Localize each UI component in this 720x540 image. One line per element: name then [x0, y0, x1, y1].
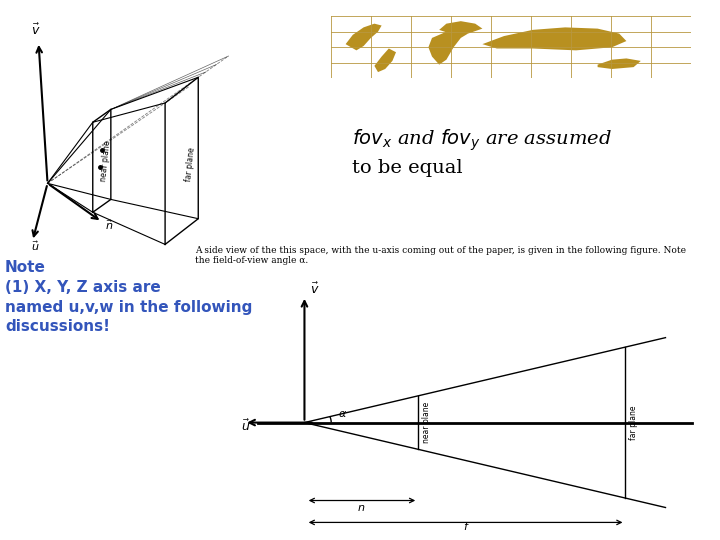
- Text: far plane: far plane: [629, 406, 639, 440]
- Text: to be equal: to be equal: [352, 159, 463, 177]
- Polygon shape: [598, 58, 641, 69]
- Text: $\mathit{fov}_x$ and $\mathit{fov}_y$ are assumed: $\mathit{fov}_x$ and $\mathit{fov}_y$ ar…: [352, 127, 612, 153]
- Text: near plane: near plane: [422, 402, 431, 443]
- Polygon shape: [482, 28, 626, 50]
- Text: Note
(1) X, Y, Z axis are
named u,v,w in the following
discussions!: Note (1) X, Y, Z axis are named u,v,w in…: [5, 260, 253, 334]
- Polygon shape: [346, 24, 382, 50]
- Text: $\alpha$: $\alpha$: [338, 409, 347, 419]
- Text: $\vec{v}$: $\vec{v}$: [31, 23, 40, 38]
- Text: $\vec{n}$: $\vec{n}$: [105, 218, 114, 232]
- Text: f: f: [463, 522, 467, 532]
- Text: far plane: far plane: [184, 146, 197, 181]
- Polygon shape: [439, 21, 482, 33]
- Text: n: n: [358, 503, 365, 513]
- Text: $\vec{v}$: $\vec{v}$: [310, 281, 320, 296]
- Polygon shape: [428, 30, 468, 65]
- Polygon shape: [374, 49, 396, 72]
- Text: $\vec{u}$: $\vec{u}$: [31, 239, 40, 253]
- Text: $\vec{u}$: $\vec{u}$: [241, 419, 251, 434]
- Text: near plane: near plane: [99, 140, 112, 182]
- Text: A side view of the this space, with the u-axis coming out of the paper, is given: A side view of the this space, with the …: [195, 246, 686, 265]
